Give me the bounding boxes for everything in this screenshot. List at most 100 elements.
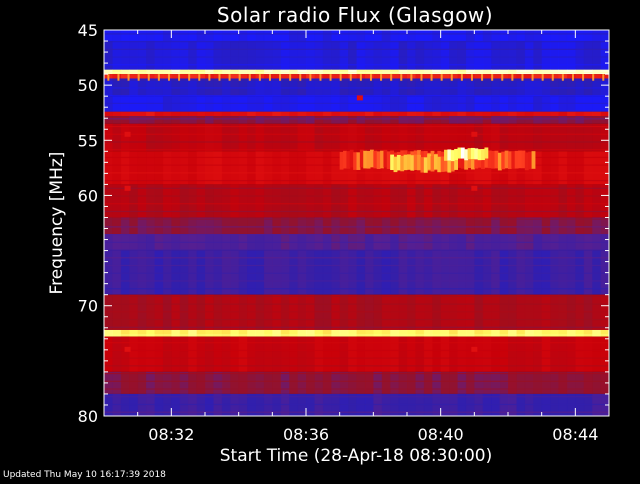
spectrogram-cell (457, 336, 467, 372)
spectrogram-cell (255, 371, 265, 394)
spectrogram-cell (482, 30, 492, 42)
spectrogram-cell (381, 30, 391, 42)
burst-cell (423, 157, 428, 173)
spectrogram-cell (465, 371, 475, 394)
spectrogram-cell (297, 30, 307, 42)
spectrogram-cell (364, 329, 374, 337)
spectrogram-cell (356, 116, 366, 124)
band-texture (104, 111, 610, 117)
pulse-mark (430, 74, 433, 81)
spectrogram-cell (465, 184, 475, 218)
spectrogram-cell (474, 74, 484, 79)
striation-line (104, 295, 609, 297)
spectrogram-cell (205, 151, 214, 185)
spectrogram-cell (272, 217, 282, 235)
spectrogram-cell (457, 217, 467, 235)
spectrogram-cell (272, 111, 282, 117)
spectrogram-cell (339, 371, 349, 394)
spectrogram-cell (146, 30, 155, 42)
pulse-mark (198, 74, 201, 81)
burst-cell (454, 154, 458, 170)
spectrogram-cell (120, 151, 130, 185)
spectrogram-cell (423, 217, 433, 235)
spectrogram-cell (600, 116, 610, 124)
pulse-mark (390, 74, 393, 81)
spectrogram-cell (524, 111, 534, 117)
spectrogram-cell (415, 184, 425, 218)
spectrogram-cell (390, 74, 400, 79)
pulse-mark (359, 74, 362, 81)
spectrogram-cell (297, 184, 307, 218)
spectrogram-cell (213, 329, 223, 337)
spectrogram-cell (162, 30, 172, 42)
spectrogram-cell (339, 30, 349, 42)
spectrogram-cell (356, 30, 366, 42)
striation-line (104, 210, 609, 213)
spectrogram-cell (120, 123, 130, 152)
spectrogram-cell (449, 217, 458, 235)
spectrogram-cell (171, 217, 181, 235)
spectrogram-cell (465, 329, 475, 337)
striation-line (104, 257, 609, 259)
y-tick-label: 55 (78, 131, 98, 150)
spectrogram-cell (449, 116, 458, 124)
spectrogram-cell (146, 111, 155, 117)
burst-cell (353, 152, 357, 170)
burst-cell (430, 156, 435, 172)
pulse-mark (561, 74, 564, 81)
spectrogram-cell (465, 123, 475, 152)
burst-cell (417, 154, 421, 171)
burst-cell (410, 155, 415, 171)
spectrogram-cell (146, 151, 155, 185)
spectrogram-cell (491, 184, 501, 218)
spectrogram-cell (196, 30, 206, 42)
spectrogram-cell (541, 74, 551, 79)
pulse-mark (329, 74, 332, 81)
spectrogram-cell (407, 217, 416, 235)
striation-line (104, 396, 609, 398)
spectrogram-cell (499, 41, 509, 70)
spectrogram-cell (348, 217, 357, 235)
spectrogram-cell (196, 111, 206, 117)
striation-line (104, 33, 609, 35)
x-tick-label: 08:32 (148, 425, 194, 444)
burst-cell (511, 151, 516, 169)
spectrogram-cell (566, 74, 576, 79)
pulse-mark (501, 74, 504, 81)
spectrogram-cell (541, 41, 551, 70)
spectrogram-cell (272, 371, 282, 394)
burst-cell (524, 152, 529, 171)
spectrogram-cell (575, 151, 585, 185)
spectrogram-cell (575, 116, 585, 124)
spectrogram-cell (314, 111, 324, 117)
spectrogram-cell (129, 111, 139, 117)
spectrogram-cell (583, 116, 593, 124)
spectrogram-cell (137, 116, 147, 124)
spectrogram-cell (566, 41, 576, 70)
spectrogram-cell (541, 151, 551, 185)
spectrogram-cell (508, 41, 517, 70)
band-texture (104, 329, 610, 337)
spectrogram-cell (482, 74, 492, 79)
spectrogram-cell (348, 123, 357, 152)
pulse-markers (107, 74, 605, 81)
spectrogram-cell (146, 329, 155, 337)
spectrogram-cell (491, 41, 501, 70)
spectrogram-cell (339, 111, 349, 117)
pulse-mark (208, 74, 211, 81)
spectrogram-cell (255, 151, 265, 185)
pulse-mark (279, 74, 282, 81)
burst-cell (437, 156, 442, 173)
spectrogram-cell (508, 184, 517, 218)
spectrogram-cell (272, 336, 282, 372)
spectrogram-cell (331, 151, 341, 185)
spectrogram-cell (238, 371, 248, 394)
spectrogram-cell (188, 74, 198, 79)
spectrogram-cell (272, 123, 282, 152)
striation-line (104, 95, 609, 97)
striation-line (104, 249, 609, 251)
spectrogram-cell (474, 116, 484, 124)
striation-line (104, 388, 609, 390)
spectrogram-cell (238, 151, 248, 185)
pulse-mark (107, 74, 110, 81)
